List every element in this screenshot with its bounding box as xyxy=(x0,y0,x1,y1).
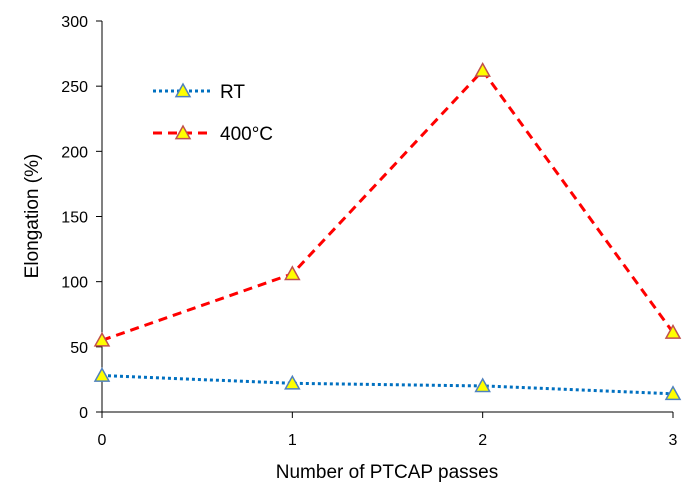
y-axis-label: Elongation (%) xyxy=(22,154,43,279)
x-tick-label: 3 xyxy=(669,432,678,449)
y-tick-label: 250 xyxy=(61,79,88,96)
x-axis-label: Number of PTCAP passes xyxy=(276,462,498,483)
x-tick-label: 1 xyxy=(288,432,297,449)
data-point-marker xyxy=(93,366,111,382)
legend-marker xyxy=(174,82,192,98)
data-point-marker xyxy=(474,377,491,393)
series-line-0 xyxy=(101,374,674,396)
y-axis-ticks: 0 50 100 150 200 250 300 xyxy=(61,14,102,422)
legend-marker xyxy=(174,124,192,140)
y-tick-label: 150 xyxy=(61,210,88,227)
y-tick-label: 200 xyxy=(61,144,88,161)
legend-label: RT xyxy=(220,82,245,103)
y-tick-label: 50 xyxy=(70,340,88,357)
legend-label: 400°C xyxy=(220,124,273,145)
data-point-marker xyxy=(664,385,682,401)
series-markers xyxy=(93,61,682,401)
plot-area xyxy=(101,21,673,413)
x-tick-label: 0 xyxy=(98,432,107,449)
x-tick-label: 2 xyxy=(478,432,487,449)
data-point-marker xyxy=(474,61,491,77)
data-point-marker xyxy=(93,331,111,347)
legend: RT 400°C xyxy=(153,82,273,145)
y-tick-label: 0 xyxy=(79,405,88,422)
data-point-marker xyxy=(664,323,682,339)
data-point-marker xyxy=(284,374,301,390)
series-line-1 xyxy=(101,68,675,342)
data-point-marker xyxy=(284,265,301,281)
y-tick-label: 300 xyxy=(61,14,88,31)
y-tick-label: 100 xyxy=(61,275,88,292)
x-axis-ticks: 0 1 2 3 xyxy=(98,412,678,449)
series-lines xyxy=(101,68,675,396)
